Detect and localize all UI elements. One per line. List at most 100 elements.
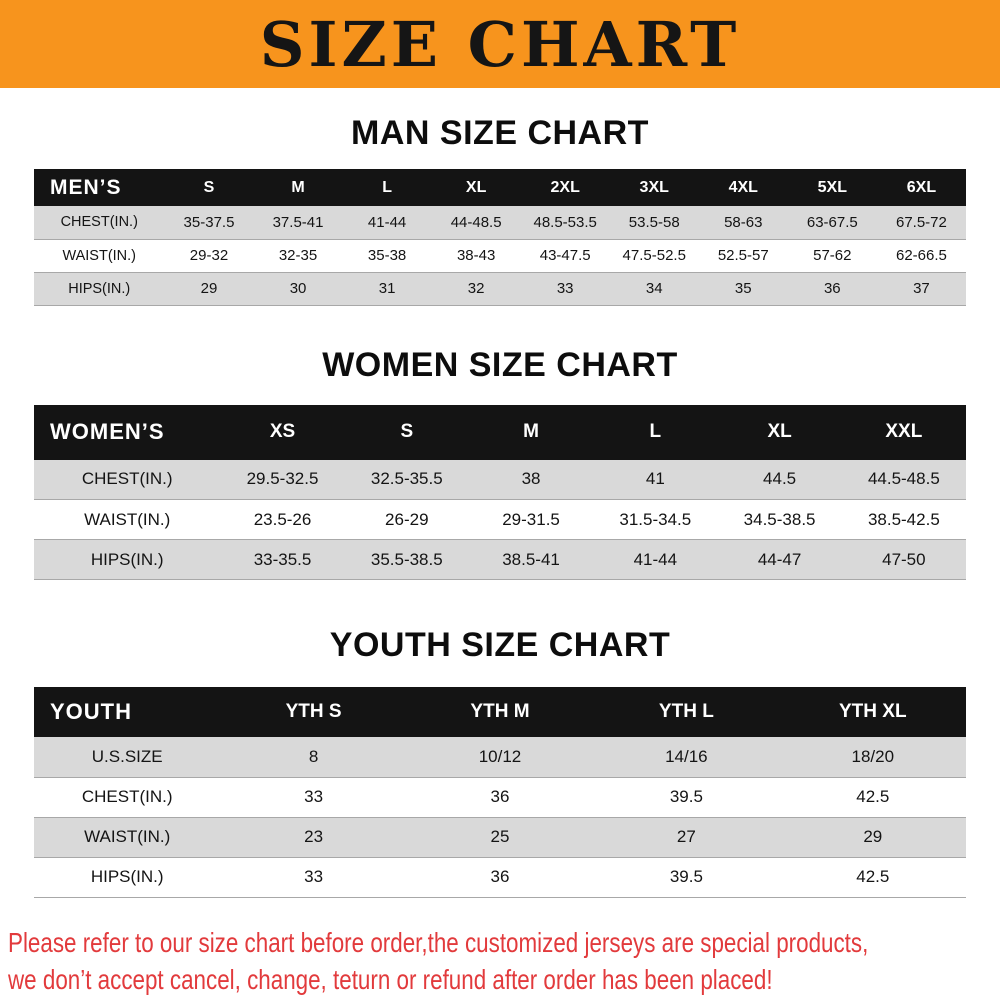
youth-size-table: YOUTH YTH S YTH M YTH L YTH XL U.S.SIZE 8 10/1… (34, 687, 966, 898)
table-row: WAIST(IN.) 23 25 27 29 (34, 817, 966, 857)
value-cell: 39.5 (669, 867, 703, 886)
youth-size-section: YOUTH SIZE CHART YOUTH YTH S YTH M YTH L YTH… (0, 626, 1000, 898)
value-cell: 30 (289, 280, 307, 297)
value-cell: 62-66.5 (895, 247, 947, 264)
youth-table-body: U.S.SIZE 8 10/12 14/16 18/20 CHEST(IN.) 33 36 39… (34, 737, 966, 897)
value-cell: 32.5-35.5 (370, 469, 443, 489)
size-header-cell: L (342, 169, 432, 206)
size-header-cell: XXL (841, 404, 966, 460)
youth-header-row: YOUTH YTH S YTH M YTH L YTH XL (34, 687, 966, 737)
table-title-cell: YOUTH (34, 687, 221, 737)
value-cell: 37 (913, 280, 930, 297)
value-cell: 42.5 (856, 787, 890, 806)
row-label-cell: WAIST(IN.) (84, 827, 171, 846)
value-cell: 47-50 (882, 549, 926, 569)
disclaimer: Please refer to our size chart before or… (8, 924, 1000, 998)
size-header-cell: 6XL (876, 169, 966, 206)
size-header-cell: S (164, 169, 254, 206)
table-row: HIPS(IN.) 33-35.5 35.5-38.5 38.5-41 41-44 44-… (34, 539, 966, 580)
women-size-section: WOMEN SIZE CHART WOMEN’S XS S M L XL XXL CHEST… (0, 346, 1000, 581)
size-header-cell: 4XL (698, 169, 788, 206)
value-cell: 33 (556, 280, 574, 297)
value-cell: 38.5-41 (502, 549, 560, 569)
value-cell: 34 (645, 280, 663, 297)
value-cell: 33 (304, 787, 324, 806)
value-cell: 32 (467, 280, 485, 297)
size-header-cell: YTH XL (779, 687, 966, 737)
row-label-cell: CHEST(IN.) (81, 469, 173, 489)
men-section-title: MAN SIZE CHART (351, 114, 649, 152)
table-row: U.S.SIZE 8 10/12 14/16 18/20 (34, 737, 966, 777)
value-cell: 37.5-41 (272, 213, 324, 231)
row-label-cell: U.S.SIZE (91, 746, 163, 766)
value-cell: 42.5 (856, 867, 890, 886)
table-row: HIPS(IN.) 29 30 31 32 33 34 35 36 37 (34, 272, 966, 305)
size-header-cell: XL (717, 404, 842, 460)
women-section-title: WOMEN SIZE CHART (322, 345, 678, 384)
value-cell: 43-47.5 (539, 247, 591, 264)
value-cell: 41-44 (633, 549, 678, 569)
table-row: WAIST(IN.) 23.5-26 26-29 29-31.5 31.5-34.5 34… (34, 499, 966, 540)
value-cell: 35-38 (367, 247, 407, 264)
men-table-body: CHEST(IN.) 35-37.5 37.5-41 41-44 44-48.5 48.5… (34, 206, 966, 305)
value-cell: 32-35 (278, 247, 318, 264)
value-cell: 63-67.5 (806, 213, 858, 231)
value-cell: 29.5-32.5 (246, 469, 319, 489)
value-cell: 38.5-42.5 (867, 509, 940, 529)
value-cell: 35-37.5 (183, 213, 235, 231)
value-cell: 35.5-38.5 (370, 549, 443, 569)
row-label-cell: HIPS(IN.) (90, 549, 164, 569)
value-cell: 29-32 (189, 247, 229, 264)
value-cell: 36 (823, 280, 841, 297)
size-header-cell: L (593, 404, 718, 460)
value-cell: 18/20 (851, 746, 895, 766)
row-label-cell: HIPS(IN.) (90, 867, 164, 886)
value-cell: 44-47 (757, 549, 802, 569)
value-cell: 14/16 (665, 746, 708, 766)
value-cell: 53.5-58 (628, 213, 680, 231)
youth-section-title: YOUTH SIZE CHART (329, 626, 671, 664)
women-table-body: CHEST(IN.) 29.5-32.5 32.5-35.5 38 41 44.5 44.5… (34, 459, 966, 580)
row-label-cell: WAIST(IN.) (84, 509, 171, 529)
value-cell: 41-44 (367, 213, 407, 231)
value-cell: 48.5-53.5 (533, 213, 597, 231)
value-cell: 23.5-26 (253, 509, 312, 529)
table-row: WAIST(IN.) 29-32 32-35 35-38 38-43 43-47.5 47.… (34, 239, 966, 272)
value-cell: 29 (200, 280, 218, 297)
size-header-cell: YTH S (220, 687, 407, 737)
value-cell: 29 (863, 827, 883, 846)
value-cell: 33-35.5 (253, 549, 312, 569)
table-row: CHEST(IN.) 35-37.5 37.5-41 41-44 44-48.5 48.5… (34, 206, 966, 239)
women-size-table: WOMEN’S XS S M L XL XXL CHEST(IN.) 29.5-32.5 32.… (34, 404, 966, 581)
value-cell: 35 (734, 280, 752, 297)
size-header-cell: 3XL (609, 169, 699, 206)
value-cell: 26-29 (385, 509, 429, 529)
value-cell: 31.5-34.5 (619, 509, 692, 529)
size-header-cell: M (253, 169, 343, 206)
value-cell: 44.5-48.5 (867, 469, 940, 489)
men-size-section: MAN SIZE CHART MEN’S S M L XL 2XL 3XL 4XL 5XL 6XL… (0, 114, 1000, 306)
size-header-cell: S (344, 404, 469, 460)
value-cell: 57-62 (813, 247, 852, 264)
value-cell: 34.5-38.5 (743, 509, 816, 529)
value-cell: 67.5-72 (895, 213, 947, 231)
value-cell: 41 (645, 469, 665, 489)
value-cell: 44.5 (763, 469, 797, 489)
women-table-head: WOMEN’S XS S M L XL XXL (34, 404, 966, 460)
banner-title: SIZE CHART (259, 7, 741, 81)
value-cell: 58-63 (724, 213, 763, 231)
row-label-cell: CHEST(IN.) (60, 214, 138, 231)
men-size-table: MEN’S S M L XL 2XL 3XL 4XL 5XL 6XL CHEST(IN.) 35-3… (34, 169, 966, 306)
youth-table-head: YOUTH YTH S YTH M YTH L YTH XL (34, 687, 966, 737)
value-cell: 47.5-52.5 (622, 247, 686, 264)
value-cell: 38-43 (456, 247, 496, 264)
value-cell: 27 (676, 827, 696, 846)
disclaimer-line2: we don’t accept cancel, change, teturn o… (8, 963, 773, 995)
value-cell: 33 (304, 867, 324, 886)
size-header-cell: YTH M (406, 687, 594, 737)
value-cell: 36 (490, 787, 510, 806)
table-title-cell: MEN’S (34, 169, 165, 206)
value-cell: 44-48.5 (450, 213, 502, 231)
value-cell: 10/12 (478, 746, 522, 766)
value-cell: 31 (378, 280, 396, 297)
